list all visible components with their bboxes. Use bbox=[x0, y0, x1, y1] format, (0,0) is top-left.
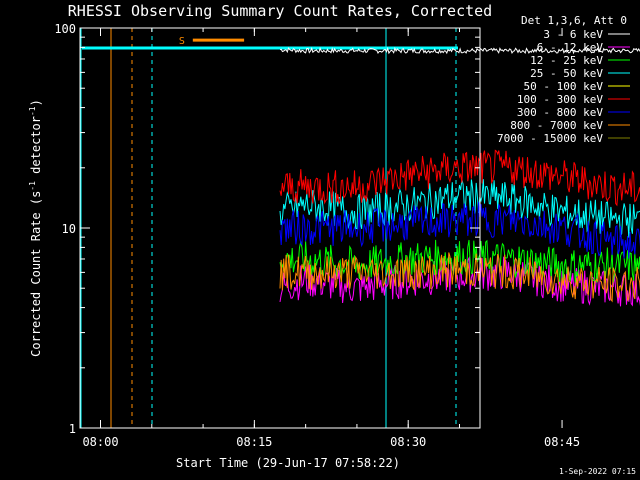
series-line-100-300-kev bbox=[279, 149, 640, 207]
series-line-3-6-kev bbox=[279, 46, 640, 55]
legend-label: 3 - 6 keV bbox=[543, 28, 603, 41]
series-line-6-12-kev bbox=[279, 256, 640, 307]
legend-label: 50 - 100 keV bbox=[524, 80, 604, 93]
x-tick-label: 08:15 bbox=[236, 435, 272, 449]
series-lines bbox=[279, 46, 640, 307]
series-line-25-50-kev bbox=[279, 179, 640, 238]
legend-label: 6 - 12 keV bbox=[537, 41, 604, 54]
series-line-300-800-kev bbox=[279, 201, 640, 259]
legend-label: 300 - 800 keV bbox=[517, 106, 603, 119]
x-tick-label: 08:00 bbox=[82, 435, 118, 449]
x-tick-label: 08:45 bbox=[544, 435, 580, 449]
axes: 08:0008:1508:3008:4509:0009:1509:3011010… bbox=[54, 22, 580, 449]
annotations: S bbox=[179, 36, 245, 47]
legend-label: 25 - 50 keV bbox=[530, 67, 603, 80]
y-tick-label: 1 bbox=[69, 422, 76, 436]
legend-label: 7000 - 15000 keV bbox=[497, 132, 603, 145]
legend-label: 12 - 25 keV bbox=[530, 54, 603, 67]
y-tick-label: 100 bbox=[54, 22, 76, 36]
legend-title: Det 1,3,6, Att 0 bbox=[521, 14, 627, 27]
annotation-label: S bbox=[179, 36, 185, 47]
timestamp: 1-Sep-2022 07:15 bbox=[559, 467, 636, 476]
chart-title: RHESSI Observing Summary Count Rates, Co… bbox=[68, 2, 492, 20]
legend-label: 100 - 300 keV bbox=[517, 93, 603, 106]
y-tick-label: 10 bbox=[62, 222, 76, 236]
time-markers bbox=[80, 28, 458, 428]
series-line-800-7000-kev bbox=[279, 252, 640, 303]
y-axis-label: Corrected Count Rate (s-1 detector-1) bbox=[28, 99, 43, 357]
x-tick-label: 08:30 bbox=[390, 435, 426, 449]
legend-label: 800 - 7000 keV bbox=[510, 119, 603, 132]
x-axis-label: Start Time (29-Jun-17 07:58:22) bbox=[176, 456, 400, 470]
